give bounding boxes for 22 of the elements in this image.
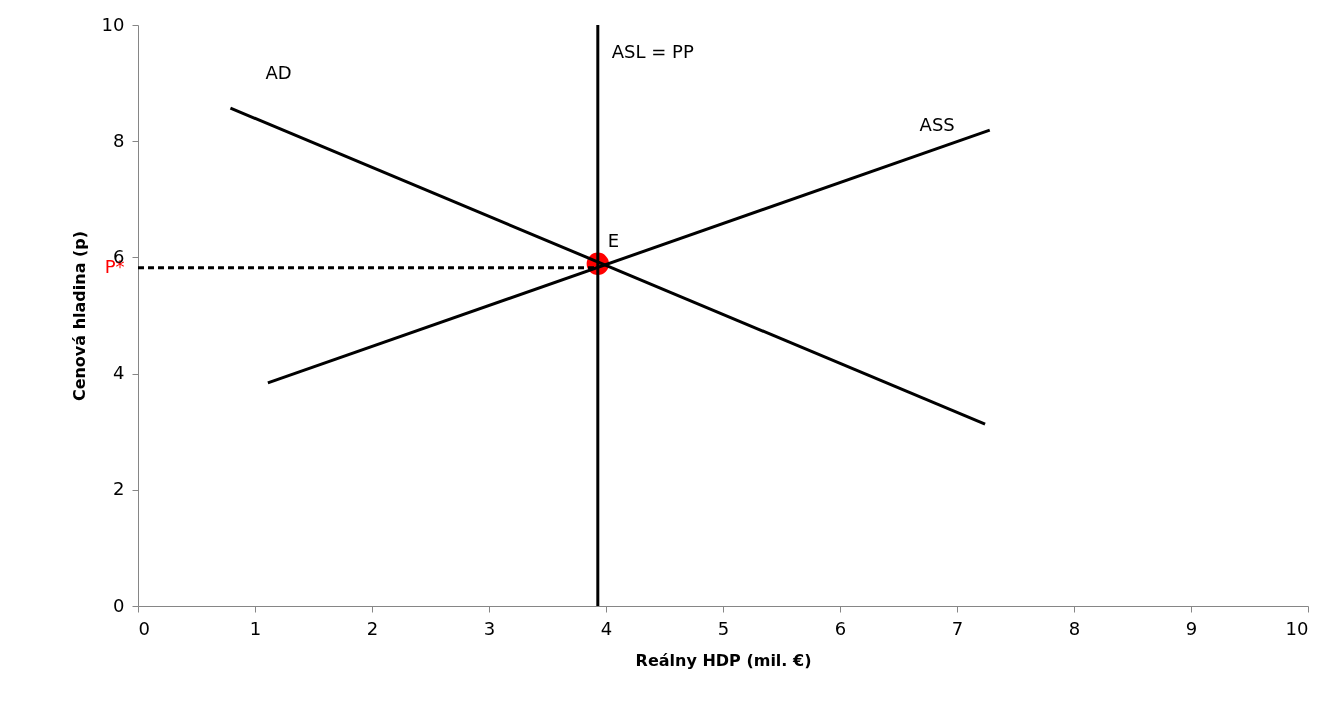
y-axis-title: Cenová hladina (p): [69, 230, 89, 402]
x-tick-label: 9: [1185, 617, 1198, 639]
x-tick-label: 6: [834, 617, 847, 639]
y-tick-label: 10: [101, 13, 125, 35]
text: AD: [265, 62, 292, 84]
x-tick-label: 0: [138, 617, 150, 639]
x-tick-label: 1: [249, 617, 262, 639]
series-label: ASS: [919, 114, 955, 136]
x-axis-title: Reálny HDP (mil. €): [635, 650, 812, 670]
x-tick-label: 10: [1285, 617, 1309, 639]
y-tick-label: 8: [113, 129, 125, 151]
x-tick-label: 4: [600, 617, 613, 639]
series-label: ASL = PP: [611, 41, 694, 62]
x-tick-label: 3: [483, 617, 496, 639]
y-tick-label: 2: [113, 478, 125, 500]
x-tick-label: 8: [1068, 617, 1081, 639]
x-tick-label: 5: [717, 617, 730, 639]
y-tick-label: 4: [113, 362, 125, 384]
x-tick-label: 2: [366, 617, 379, 639]
series-label: E: [607, 229, 620, 251]
x-tick-label: 7: [951, 617, 964, 639]
y-tick-label: 0: [113, 594, 125, 616]
